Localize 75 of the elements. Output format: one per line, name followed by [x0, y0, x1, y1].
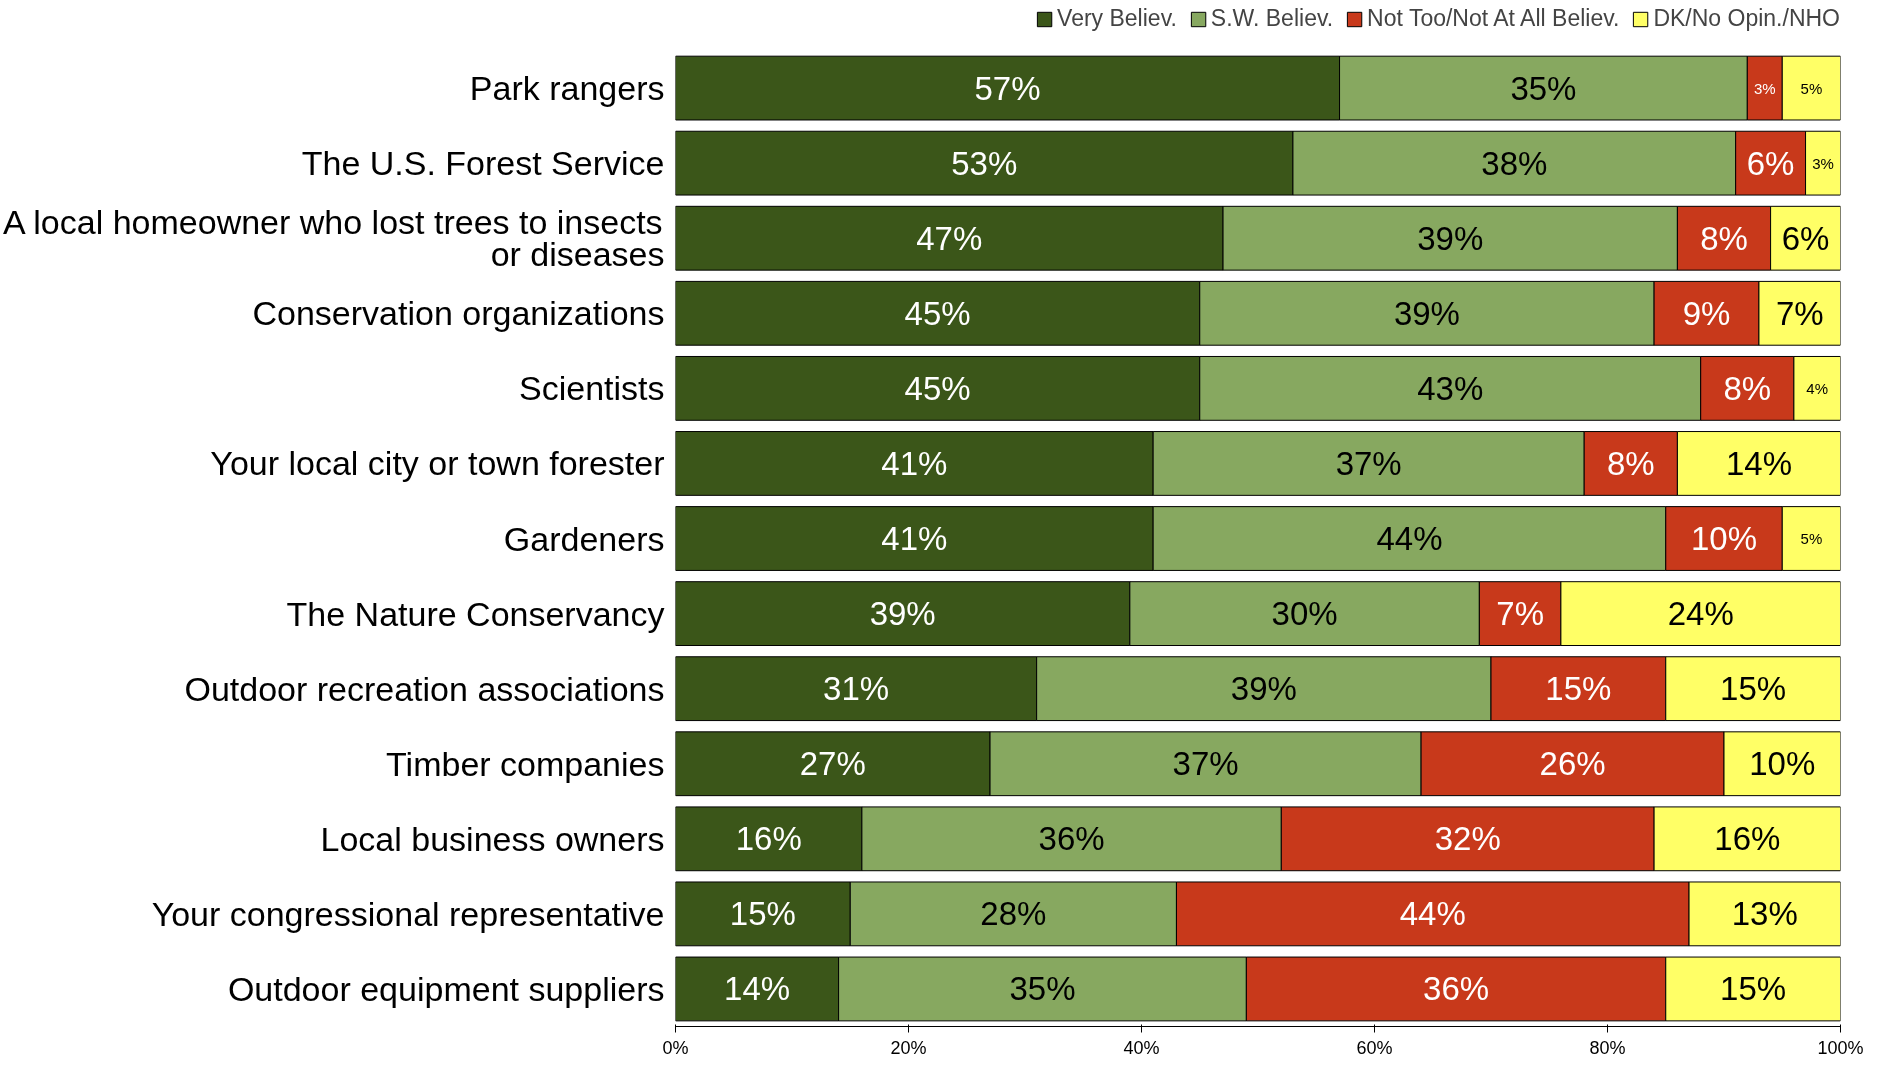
data-label: 53% [951, 144, 1018, 182]
data-label: 9% [1682, 294, 1731, 332]
data-label: 5% [1800, 530, 1823, 548]
data-label: 7% [1496, 595, 1544, 633]
data-label: 10% [1749, 745, 1816, 783]
data-label: 16% [1714, 820, 1781, 858]
legend-label: S.W. Believ. [1210, 5, 1334, 32]
y-tick-label: Scientists [519, 369, 665, 408]
data-label: 6% [1781, 219, 1830, 257]
data-label: 32% [1434, 820, 1501, 858]
data-label: 35% [1009, 970, 1076, 1008]
data-label: 7% [1775, 294, 1824, 332]
y-tick-label: Outdoor recreation associations [184, 669, 665, 708]
data-label: 28% [980, 895, 1047, 933]
y-tick-label: The Nature Conservancy [286, 594, 665, 633]
data-label: 5% [1800, 79, 1823, 97]
data-label: 35% [1510, 69, 1577, 107]
data-label: 8% [1723, 369, 1772, 407]
data-label: 41% [881, 444, 948, 482]
data-label: 4% [1806, 379, 1829, 397]
y-tick-label: Timber companies [386, 744, 665, 783]
y-tick-label: The U.S. Forest Service [301, 144, 665, 183]
data-label: 57% [974, 69, 1041, 107]
data-label: 39% [1230, 670, 1297, 708]
data-label: 14% [1725, 444, 1792, 482]
data-label: 3% [1753, 79, 1776, 97]
data-label: 6% [1746, 144, 1795, 182]
data-label: 41% [881, 520, 948, 558]
x-tick-label: 40% [1123, 1037, 1160, 1058]
data-label: 15% [1545, 670, 1612, 708]
legend-label: Not Too/Not At All Believ. [1367, 5, 1620, 32]
data-label: 15% [1720, 970, 1787, 1008]
data-label: 30% [1271, 595, 1338, 633]
y-tick-label: A local homeowner who lost trees to insects or diseases [3, 203, 665, 274]
y-tick-label: Local business owners [320, 819, 665, 858]
data-label: 37% [1335, 444, 1402, 482]
x-tick-label: 20% [890, 1037, 927, 1058]
data-label: 3% [1812, 154, 1834, 172]
data-label: 45% [904, 369, 971, 407]
data-label: 39% [1417, 219, 1484, 257]
data-label: 47% [916, 219, 983, 257]
y-tick-label: Outdoor equipment suppliers [227, 969, 665, 1008]
y-tick-label: Your congressional representative [151, 894, 665, 933]
data-label: 36% [1423, 970, 1490, 1008]
data-label: 26% [1539, 745, 1606, 783]
data-label: 14% [724, 970, 791, 1008]
data-label: 31% [823, 670, 890, 708]
data-label: 8% [1700, 219, 1748, 257]
data-label: 37% [1172, 745, 1239, 783]
y-tick-label: Park rangers [469, 69, 665, 108]
data-label: 43% [1417, 369, 1484, 407]
data-label: 24% [1667, 595, 1734, 633]
legend-label: Very Believ. [1057, 5, 1177, 32]
legend-label: DK/No Opin./NHO [1653, 5, 1840, 32]
data-label: 44% [1376, 520, 1443, 558]
data-label: 39% [1393, 294, 1460, 332]
x-tick-label: 0% [662, 1037, 689, 1058]
data-label: 27% [799, 745, 866, 783]
data-label: 38% [1481, 144, 1548, 182]
data-label: 8% [1606, 444, 1655, 482]
y-tick-label: Your local city or town forester [210, 444, 665, 483]
data-label: 39% [869, 595, 936, 633]
y-tick-label: Conservation organizations [252, 294, 665, 333]
data-label: 10% [1690, 520, 1758, 558]
data-label: 16% [735, 820, 802, 858]
x-tick-label: 80% [1589, 1037, 1626, 1058]
data-label: 15% [1720, 670, 1787, 708]
data-label: 13% [1731, 895, 1798, 933]
data-label: 44% [1399, 895, 1466, 933]
data-label: 15% [729, 895, 796, 933]
y-tick-label: Gardeners [503, 519, 665, 558]
x-tick-label: 60% [1356, 1037, 1393, 1058]
data-label: 45% [904, 294, 971, 332]
data-label: 36% [1038, 820, 1105, 858]
x-tick-label: 100% [1817, 1037, 1864, 1058]
